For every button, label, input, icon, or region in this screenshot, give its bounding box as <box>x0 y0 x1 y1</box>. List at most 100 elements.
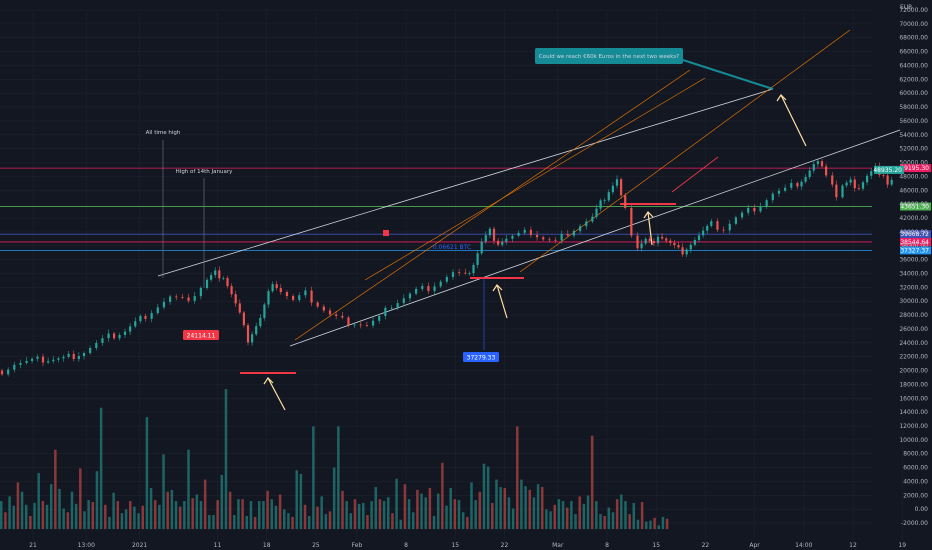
volume-bar <box>420 493 423 530</box>
x-tick-label: 13:00 <box>78 542 95 549</box>
volume-bar <box>20 491 24 530</box>
y-tick-label: 38000.00 <box>899 243 928 250</box>
candle-body <box>255 326 258 335</box>
volume-bar <box>645 521 648 530</box>
candle-body <box>25 360 28 363</box>
level-badge-label: 49195.30 <box>900 165 929 172</box>
callout-pointer <box>682 59 774 90</box>
volume-bar <box>403 484 407 530</box>
volume-bar <box>640 502 644 530</box>
candle-body <box>740 212 744 218</box>
candle-body <box>341 315 344 318</box>
volume-bars <box>0 389 669 530</box>
candle-body <box>870 171 873 176</box>
volume-bar <box>208 515 211 530</box>
level-badge <box>900 202 931 211</box>
volume-bar <box>166 491 169 530</box>
candle-body <box>693 240 696 245</box>
volume-bar <box>516 426 519 530</box>
candle-body <box>603 200 606 202</box>
x-tick-label: Mar <box>552 542 564 549</box>
volume-bar <box>0 501 3 530</box>
candle-body <box>408 293 412 299</box>
x-tick-label: 15 <box>652 542 660 549</box>
y-tick-label: 50000.00 <box>899 160 928 167</box>
y-tick-label: 70000.00 <box>899 21 928 28</box>
arrow-head <box>492 284 503 292</box>
volume-bar <box>237 499 240 530</box>
volume-bar <box>228 491 232 530</box>
candle-body <box>19 362 22 365</box>
volume-bar <box>499 487 502 530</box>
btc-ratio-annotation: 0.06621 BTC <box>433 244 471 251</box>
candle-body <box>259 317 262 327</box>
candle-body <box>685 249 688 255</box>
y-tick-label: 46000.00 <box>899 187 928 194</box>
volume-bar <box>178 506 182 530</box>
volume-bar <box>441 462 444 530</box>
x-tick-label: 12 <box>849 542 857 549</box>
volume-bar <box>586 495 590 530</box>
candle-body <box>144 315 147 319</box>
volume-bar <box>453 499 457 530</box>
candle-body <box>41 356 45 363</box>
level-badge <box>900 164 931 173</box>
candle-body <box>251 334 254 343</box>
candle-body <box>316 302 319 307</box>
level-badge <box>900 237 931 246</box>
volume-bar <box>170 489 174 530</box>
candle-body <box>193 296 196 301</box>
volume-bar <box>120 513 124 530</box>
volume-bar <box>58 488 61 530</box>
volume-bar <box>4 512 7 530</box>
volume-bar <box>99 407 103 530</box>
candle-body <box>784 187 787 191</box>
volume-bar <box>91 502 95 530</box>
candle-body <box>304 290 307 296</box>
volume-bar <box>507 497 511 530</box>
candle-body <box>620 179 623 196</box>
candle-body <box>689 244 692 250</box>
volume-bar <box>661 516 665 530</box>
volume-bar <box>249 501 253 530</box>
candle-body <box>359 324 362 326</box>
candle-body <box>199 287 202 297</box>
candle-body <box>52 359 55 362</box>
volume-bar <box>37 473 40 530</box>
volume-bar <box>366 515 369 530</box>
candle-body <box>585 221 588 227</box>
volume-bar <box>137 513 140 530</box>
level-badge-label: 38544.64 <box>900 239 929 246</box>
volume-bar <box>590 435 594 530</box>
volume-bar <box>191 498 194 530</box>
volume-bar <box>370 501 373 530</box>
candle-body <box>480 241 483 254</box>
candle-body <box>560 233 563 241</box>
volume-bar <box>362 502 365 530</box>
volume-bar <box>382 501 386 530</box>
candle-body <box>271 284 274 292</box>
candle-body <box>187 297 190 301</box>
volume-bar <box>503 488 507 530</box>
volume-bar <box>295 470 298 530</box>
candle-body <box>595 208 598 217</box>
y-tick-label: 6000.00 <box>903 465 928 472</box>
last-price-badge <box>874 165 904 174</box>
volume-bar <box>374 487 378 530</box>
candle-body <box>279 288 282 293</box>
candle-body <box>866 175 869 183</box>
volume-bar <box>49 484 53 530</box>
candle-body <box>156 307 159 314</box>
candle-body <box>396 303 399 308</box>
candle-body <box>640 243 643 249</box>
candle-body <box>697 235 701 241</box>
volume-bar <box>149 488 153 530</box>
volume-bar <box>145 417 149 530</box>
volume-bar <box>553 504 556 530</box>
volume-bar <box>287 513 290 530</box>
y-tick-label: 66000.00 <box>899 49 928 56</box>
volume-bar <box>278 494 282 530</box>
volume-bar <box>387 497 390 530</box>
callout-box <box>535 48 683 64</box>
